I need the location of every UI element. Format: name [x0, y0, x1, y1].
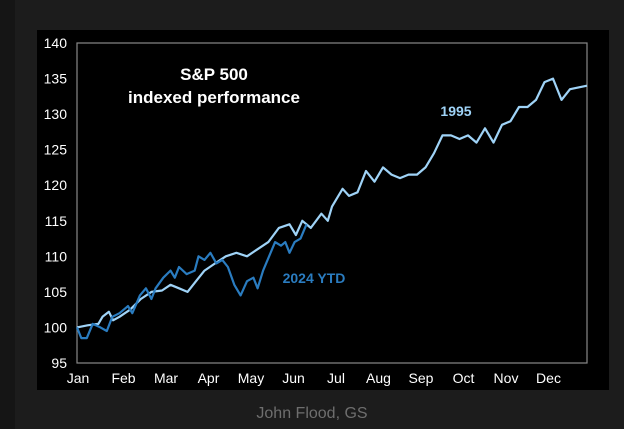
- x-tick-label: Mar: [154, 370, 178, 386]
- chart-subtitle: indexed performance: [128, 88, 300, 107]
- x-tick-label: Jan: [67, 370, 90, 386]
- y-tick-label: 100: [44, 319, 68, 335]
- source-caption: John Flood, GS: [256, 405, 368, 422]
- y-tick-label: 105: [44, 284, 68, 300]
- y-tick-label: 95: [51, 355, 67, 371]
- chart-panel: [37, 30, 609, 390]
- x-tick-label: May: [238, 370, 264, 386]
- y-tick-label: 110: [45, 248, 68, 264]
- label-1995: 1995: [440, 103, 471, 119]
- y-tick-label: 125: [44, 142, 68, 158]
- y-tick-label: 130: [44, 106, 68, 122]
- y-tick-label: 120: [44, 177, 68, 193]
- x-tick-label: Sep: [409, 370, 434, 386]
- label-2024: 2024 YTD: [283, 270, 346, 286]
- y-tick-label: 140: [44, 35, 68, 51]
- x-tick-label: Jun: [282, 370, 305, 386]
- series-line-2024: [75, 223, 308, 340]
- x-tick-label: Dec: [536, 370, 561, 386]
- left-edge-strip: [0, 0, 15, 429]
- x-tick-label: Apr: [198, 370, 220, 386]
- series-line-1995: [76, 77, 588, 329]
- x-tick-label: Feb: [111, 370, 135, 386]
- x-tick-label: Jul: [327, 370, 345, 386]
- x-tick-label: Aug: [366, 370, 391, 386]
- x-tick-label: Oct: [453, 370, 475, 386]
- x-tick-label: Nov: [494, 370, 519, 386]
- y-tick-label: 115: [45, 213, 68, 229]
- plot-frame: [76, 42, 588, 364]
- chart-title: S&P 500: [180, 65, 248, 84]
- y-tick-label: 135: [44, 71, 68, 87]
